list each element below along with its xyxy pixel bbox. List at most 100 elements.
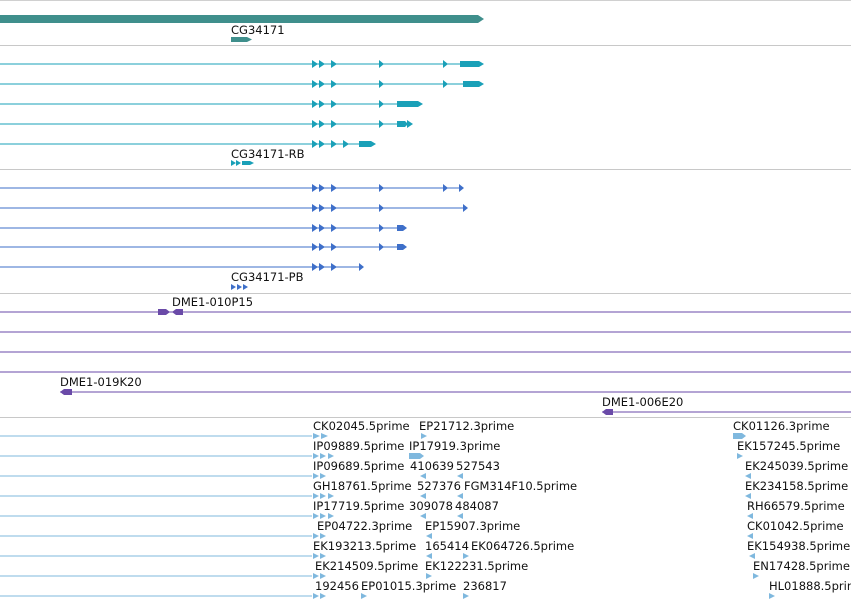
- est-feature[interactable]: [320, 493, 326, 499]
- est-feature[interactable]: [313, 573, 319, 579]
- clone-label: DME1-010P15: [172, 295, 253, 309]
- clone-label: DME1-019K20: [60, 375, 142, 389]
- est-label: EK064726.5prime: [471, 539, 574, 553]
- est-feature[interactable]: [313, 473, 319, 479]
- est-feature[interactable]: [749, 553, 755, 559]
- gene-track: CG34171: [0, 0, 851, 46]
- est-label: 309078: [409, 499, 453, 513]
- est-feature[interactable]: [313, 433, 320, 439]
- est-feature[interactable]: [313, 533, 319, 539]
- est-feature[interactable]: [463, 553, 469, 559]
- transcript-row[interactable]: [0, 100, 423, 108]
- est-feature[interactable]: [745, 473, 751, 479]
- clone-row[interactable]: [60, 389, 851, 395]
- gene-feature-bar[interactable]: [0, 15, 484, 23]
- est-label: IP17719.5prime: [313, 499, 404, 513]
- est-feature[interactable]: [747, 513, 753, 519]
- est-feature[interactable]: [361, 593, 367, 599]
- est-label: FGM314F10.5prime: [464, 479, 577, 493]
- est-feature[interactable]: [313, 513, 319, 519]
- est-feature[interactable]: [745, 493, 751, 499]
- est-label: EK154938.5prime: [747, 539, 850, 553]
- est-feature[interactable]: [457, 493, 463, 499]
- clone-track: DME1-010P15 DME1-019K20 DME1-006E20: [0, 295, 851, 418]
- est-label: EN17428.5prime: [753, 559, 850, 573]
- est-label: EK214509.5prime: [315, 559, 418, 573]
- est-label: EK157245.5prime: [737, 439, 840, 453]
- est-label: 527376: [417, 479, 461, 493]
- est-label: GH18761.5prime: [313, 479, 412, 493]
- est-label: 484087: [455, 499, 499, 513]
- est-feature[interactable]: [463, 593, 469, 599]
- est-feature[interactable]: [457, 513, 463, 519]
- est-feature[interactable]: [313, 593, 319, 599]
- protein-row[interactable]: [0, 224, 407, 232]
- est-label: 236817: [463, 579, 507, 593]
- transcript-row[interactable]: [0, 80, 484, 88]
- est-feature[interactable]: [313, 553, 319, 559]
- est-feature[interactable]: [313, 493, 319, 499]
- est-label: EP15907.3prime: [425, 519, 520, 533]
- protein-row[interactable]: [0, 263, 364, 271]
- est-feature[interactable]: [320, 473, 326, 479]
- est-feature[interactable]: [426, 573, 432, 579]
- est-label: IP17919.3prime: [409, 439, 500, 453]
- transcript-row[interactable]: [0, 140, 376, 148]
- est-feature[interactable]: [320, 513, 326, 519]
- est-label: IP09889.5prime: [313, 439, 404, 453]
- est-feature[interactable]: [421, 433, 427, 439]
- est-label: EK245039.5prime: [745, 459, 848, 473]
- protein-label: CG34171-PB: [231, 270, 304, 284]
- clone-row[interactable]: [0, 309, 851, 315]
- est-label: EK193213.5prime: [313, 539, 416, 553]
- gene-label: CG34171: [231, 23, 285, 37]
- est-label: 192456: [315, 579, 359, 593]
- est-feature[interactable]: [320, 593, 326, 599]
- est-feature[interactable]: [769, 593, 775, 599]
- clone-row[interactable]: [602, 409, 851, 415]
- est-label: CK01126.3prime: [733, 419, 830, 433]
- transcript-glyph-icon: [231, 160, 254, 166]
- est-feature[interactable]: [420, 493, 426, 499]
- est-feature[interactable]: [320, 573, 326, 579]
- est-feature[interactable]: [753, 573, 759, 579]
- protein-row[interactable]: [0, 184, 464, 192]
- protein-glyph-icon: [231, 284, 248, 290]
- est-feature[interactable]: [320, 533, 326, 539]
- transcript-track: CG34171-RB: [0, 60, 851, 170]
- est-label: 410639: [410, 459, 454, 473]
- est-label: HL01888.5prime: [769, 579, 851, 593]
- est-label: EP01015.3prime: [361, 579, 456, 593]
- est-feature[interactable]: [320, 553, 326, 559]
- est-feature[interactable]: [409, 453, 424, 459]
- est-feature[interactable]: [426, 553, 432, 559]
- est-label: EP04722.3prime: [317, 519, 412, 533]
- est-feature[interactable]: [420, 473, 426, 479]
- clone-label: DME1-006E20: [602, 395, 683, 409]
- est-feature[interactable]: [313, 453, 319, 459]
- transcript-row[interactable]: [0, 120, 413, 128]
- est-feature[interactable]: [321, 433, 328, 439]
- est-feature[interactable]: [328, 493, 334, 499]
- est-feature[interactable]: [457, 473, 463, 479]
- est-label: EP21712.3prime: [419, 419, 514, 433]
- est-label: IP09689.5prime: [313, 459, 404, 473]
- est-label: EK234158.5prime: [745, 479, 848, 493]
- protein-track: CG34171-PB: [0, 184, 851, 294]
- protein-row[interactable]: [0, 243, 407, 251]
- est-feature[interactable]: [320, 453, 326, 459]
- est-label: CK01042.5prime: [747, 519, 844, 533]
- est-feature[interactable]: [328, 513, 334, 519]
- est-feature[interactable]: [420, 513, 426, 519]
- est-label: 527543: [456, 459, 500, 473]
- est-feature[interactable]: [747, 533, 753, 539]
- gene-glyph-icon: [231, 37, 252, 42]
- est-feature[interactable]: [426, 533, 432, 539]
- transcript-label: CG34171-RB: [231, 147, 305, 161]
- protein-row[interactable]: [0, 204, 468, 212]
- est-feature[interactable]: [328, 453, 334, 459]
- est-feature[interactable]: [733, 433, 746, 439]
- est-feature[interactable]: [737, 453, 743, 459]
- transcript-row[interactable]: [0, 60, 484, 68]
